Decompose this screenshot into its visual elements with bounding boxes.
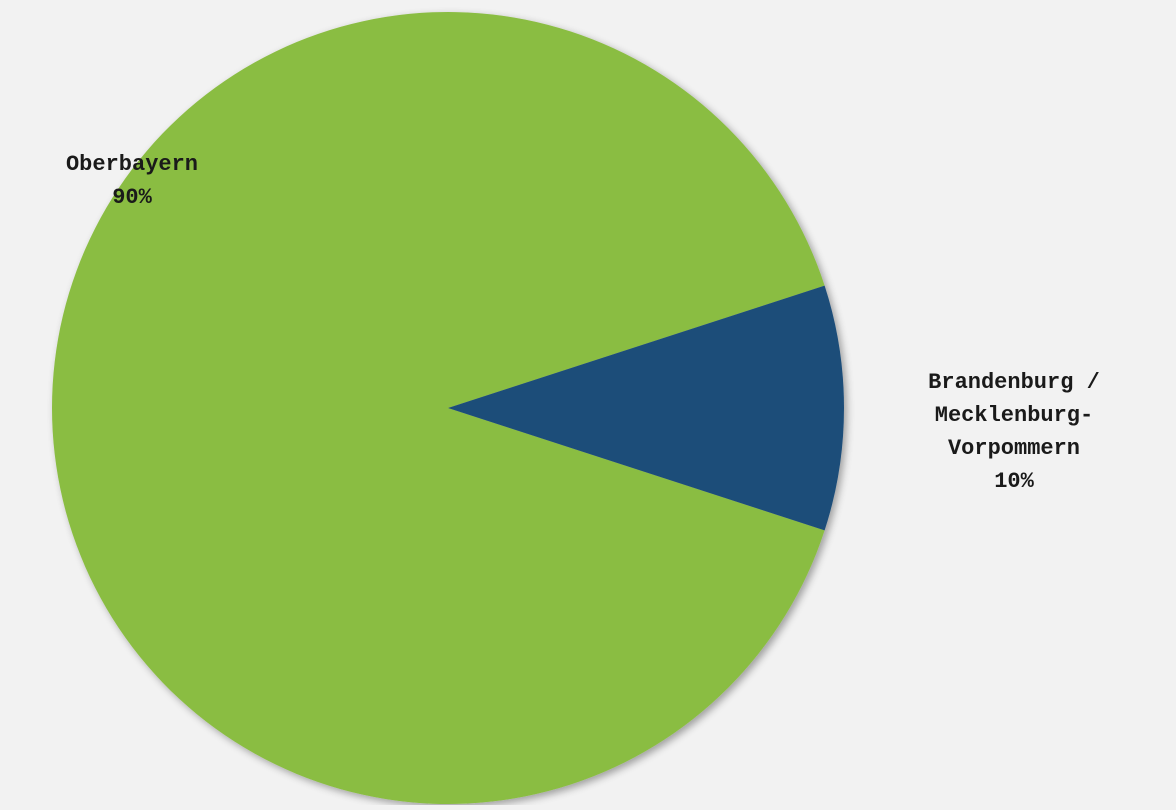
slice-category-label: Vorpommern [948,436,1080,461]
pie-slices [52,11,845,805]
pie-slice-brandenburg-mecklenburg-vorpommern [448,285,845,531]
slice-category-label: Mecklenburg- [935,403,1093,428]
slice-percent-label: 10% [994,469,1034,494]
slice-percent-label: 90% [112,185,152,210]
pie-labels: Oberbayern 90% Brandenburg / Mecklenburg- Vo… [66,152,1100,494]
slice-category-label: Brandenburg / [928,370,1100,395]
pie-slice-oberbayern [52,11,825,805]
slice-category-label: Oberbayern [66,152,198,177]
